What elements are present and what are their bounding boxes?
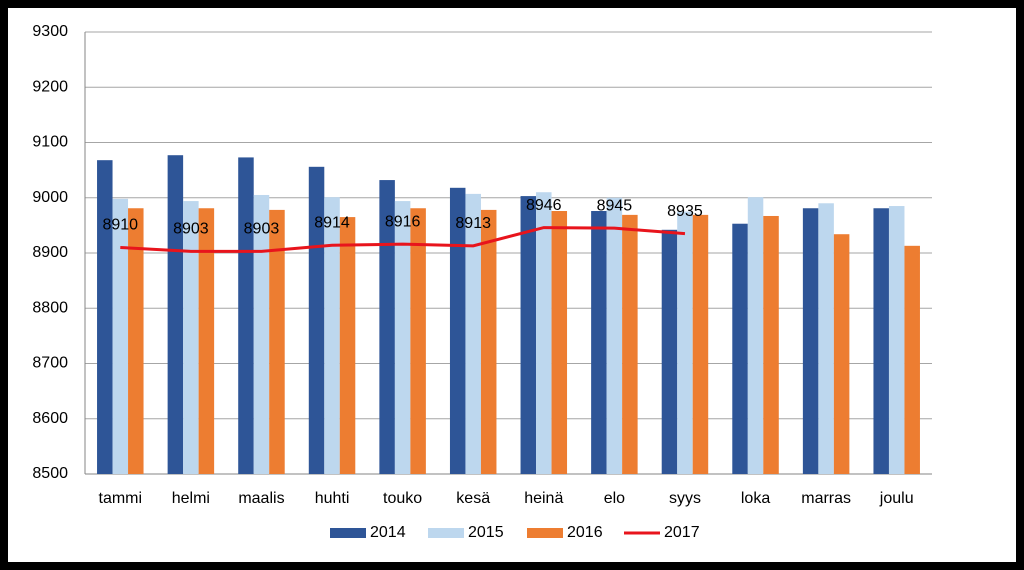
y-tick-label: 9200	[32, 78, 68, 95]
bar	[449, 187, 466, 474]
data-label: 8913	[455, 215, 491, 232]
bar	[904, 245, 920, 474]
bar	[379, 180, 395, 474]
x-tick-label: touko	[383, 490, 422, 507]
bar	[747, 197, 764, 474]
x-tick-label: marras	[801, 490, 851, 507]
bar	[394, 201, 411, 474]
x-tick-label: loka	[741, 490, 770, 507]
bar	[128, 208, 144, 474]
legend-label: 2017	[664, 524, 700, 541]
x-tick-label: helmi	[172, 490, 210, 507]
bar	[167, 155, 184, 474]
bar	[818, 203, 834, 474]
data-label: 8945	[597, 197, 633, 214]
data-label: 8903	[244, 221, 280, 238]
bar	[551, 211, 568, 474]
legend-swatch	[527, 528, 563, 538]
legend-label: 2014	[370, 524, 406, 541]
bar	[606, 197, 623, 474]
legend-label: 2016	[567, 524, 603, 541]
y-tick-label: 8500	[32, 465, 68, 482]
legend-swatch	[428, 528, 464, 538]
bar	[238, 157, 254, 475]
data-label: 8935	[667, 203, 703, 220]
data-label: 8916	[385, 213, 421, 230]
bar	[763, 215, 779, 475]
bar	[873, 208, 889, 474]
bar	[97, 160, 113, 474]
bar	[536, 192, 552, 474]
bar	[732, 223, 748, 474]
legend-label: 2015	[468, 524, 504, 541]
bar	[308, 166, 325, 474]
x-tick-label: kesä	[456, 490, 490, 507]
bar	[410, 208, 426, 474]
bar	[692, 214, 709, 474]
y-tick-label: 9100	[32, 134, 68, 151]
y-tick-label: 8900	[32, 244, 68, 261]
y-tick-label: 8600	[32, 410, 68, 427]
bar	[661, 229, 678, 474]
x-tick-label: elo	[604, 490, 625, 507]
y-tick-label: 8700	[32, 355, 68, 372]
bar	[465, 193, 481, 474]
bar	[591, 211, 607, 474]
bar	[480, 209, 497, 474]
bar	[183, 201, 199, 474]
bar	[802, 208, 819, 474]
data-label: 8903	[173, 221, 209, 238]
data-label: 8914	[314, 214, 350, 231]
bar	[198, 208, 215, 474]
bar	[520, 196, 537, 474]
bar	[253, 194, 270, 475]
x-tick-label: maalis	[238, 490, 284, 507]
bar	[112, 198, 129, 475]
data-label: 8910	[102, 217, 138, 234]
chart-background	[8, 8, 1016, 562]
data-label: 8946	[526, 197, 562, 214]
line	[120, 226, 686, 253]
y-tick-label: 8800	[32, 299, 68, 316]
bar	[339, 217, 356, 474]
x-tick-label: joulu	[879, 490, 914, 507]
x-tick-label: huhti	[315, 490, 350, 507]
bar	[888, 206, 905, 474]
bar	[677, 211, 693, 474]
bar	[324, 197, 340, 474]
bar	[622, 214, 638, 474]
x-tick-label: heinä	[524, 490, 563, 507]
bar	[269, 209, 285, 474]
x-tick-label: tammi	[99, 490, 143, 507]
bar	[833, 234, 850, 474]
x-tick-label: syys	[669, 490, 701, 507]
y-tick-label: 9300	[32, 23, 68, 40]
legend-swatch	[330, 528, 366, 538]
y-tick-label: 9000	[32, 189, 68, 206]
